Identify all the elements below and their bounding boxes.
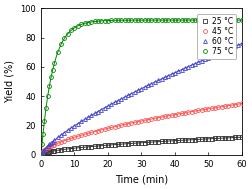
- 75 °C: [76, 25, 79, 27]
- 75 °C: [90, 21, 93, 23]
- 75 °C: [116, 19, 119, 21]
- 60 °C: [40, 154, 43, 156]
- 60 °C: [90, 114, 93, 117]
- 45 °C: [90, 131, 93, 134]
- 60 °C: [194, 62, 197, 65]
- 60 °C: [76, 122, 79, 125]
- 60 °C: [116, 99, 119, 102]
- 45 °C: [224, 105, 227, 107]
- 25 °C: [194, 138, 197, 141]
- 25 °C: [224, 137, 227, 139]
- 25 °C: [240, 136, 243, 138]
- 75 °C: [56, 51, 59, 53]
- X-axis label: Time (min): Time (min): [115, 174, 168, 184]
- 60 °C: [224, 49, 227, 52]
- 25 °C: [76, 147, 79, 149]
- 60 °C: [56, 136, 59, 139]
- 45 °C: [194, 110, 197, 112]
- 25 °C: [116, 143, 119, 146]
- Legend: 25 °C, 45 °C, 60 °C, 75 °C: 25 °C, 45 °C, 60 °C, 75 °C: [197, 14, 236, 59]
- 45 °C: [56, 142, 59, 144]
- Line: 60 °C: 60 °C: [39, 42, 244, 157]
- 45 °C: [240, 102, 243, 105]
- 60 °C: [240, 42, 243, 45]
- Y-axis label: Yield (%): Yield (%): [5, 60, 15, 103]
- 75 °C: [224, 19, 227, 21]
- 25 °C: [56, 149, 59, 151]
- 75 °C: [194, 19, 197, 21]
- 45 °C: [76, 135, 79, 137]
- 45 °C: [40, 154, 43, 156]
- 45 °C: [116, 125, 119, 127]
- 75 °C: [40, 154, 43, 156]
- 25 °C: [40, 154, 43, 156]
- Line: 45 °C: 45 °C: [39, 101, 244, 157]
- Line: 75 °C: 75 °C: [39, 18, 244, 157]
- Line: 25 °C: 25 °C: [39, 136, 244, 156]
- 75 °C: [240, 19, 243, 21]
- 25 °C: [90, 145, 93, 148]
